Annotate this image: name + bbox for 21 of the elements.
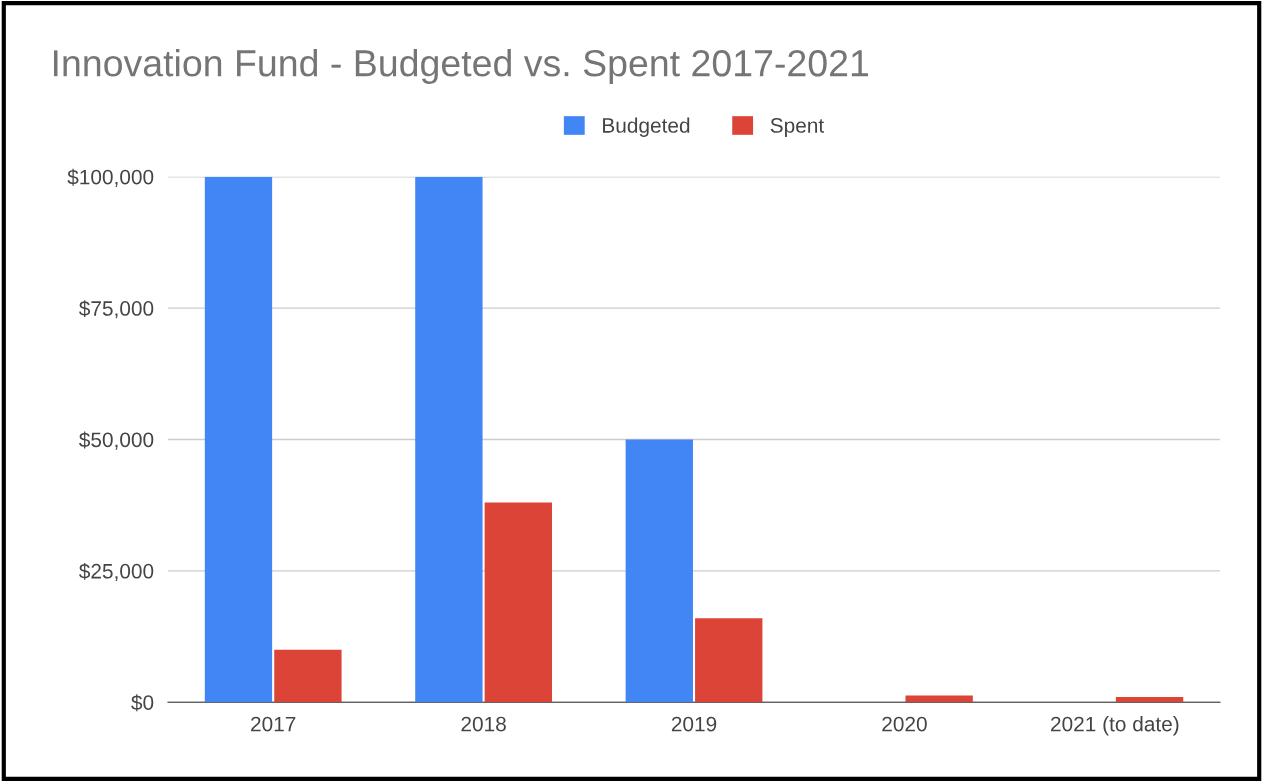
bar xyxy=(415,176,483,703)
bar xyxy=(905,695,973,703)
y-tick-label: $75,000 xyxy=(79,300,154,319)
legend-label: Budgeted xyxy=(603,117,690,137)
y-tick-label: $0 xyxy=(131,694,154,712)
x-tick-label: 2020 xyxy=(882,716,927,732)
y-tick-label: $100,000 xyxy=(67,168,154,187)
legend-label: Spent xyxy=(770,118,825,137)
y-tick-label: $50,000 xyxy=(79,431,154,450)
bar xyxy=(1115,696,1184,703)
bar xyxy=(484,502,552,703)
bar xyxy=(625,439,693,703)
x-tick-label: 2017 xyxy=(251,716,296,732)
bar xyxy=(274,649,342,703)
x-tick-label: 2019 xyxy=(671,716,717,732)
x-tick-label: 2018 xyxy=(461,716,506,732)
bar xyxy=(695,618,763,703)
x-tick-label: 2021 (to date) xyxy=(1051,716,1179,736)
bar xyxy=(204,176,273,703)
chart-title: Innovation Fund - Budgeted vs. Spent 2017-2021 xyxy=(53,48,869,84)
y-tick-label: $25,000 xyxy=(79,562,154,582)
